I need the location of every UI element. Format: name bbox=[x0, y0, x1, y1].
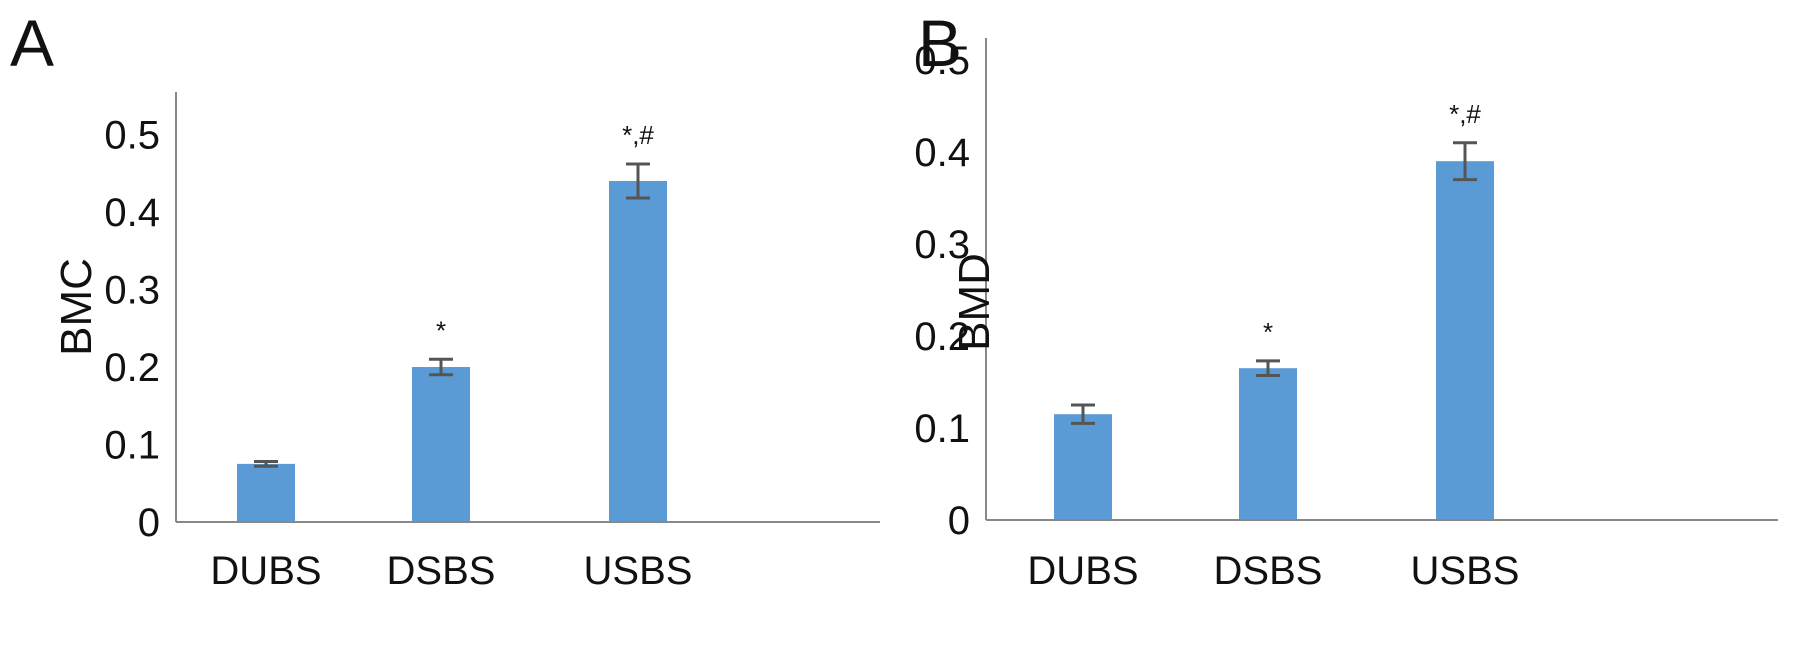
panel-label: A bbox=[10, 6, 55, 80]
bar-usbs bbox=[1436, 161, 1494, 520]
error-bar-dubs bbox=[1071, 403, 1095, 425]
error-bar-usbs bbox=[626, 162, 650, 200]
x-tick-label: DSBS bbox=[387, 549, 496, 593]
x-tick-label: DUBS bbox=[210, 549, 321, 593]
y-tick-label: 0.2 bbox=[914, 315, 970, 359]
error-bar-usbs bbox=[1453, 141, 1477, 182]
error-bar-dsbs bbox=[429, 357, 453, 377]
y-tick-label: 0.2 bbox=[104, 346, 160, 390]
y-axis-label: BMD bbox=[949, 253, 999, 351]
y-tick-label: 0.3 bbox=[104, 269, 160, 313]
y-tick-label: 0.4 bbox=[104, 191, 160, 235]
bar-dubs bbox=[1054, 414, 1112, 520]
bar-dubs bbox=[237, 463, 295, 522]
y-tick-label: 0 bbox=[948, 499, 970, 543]
y-tick-label: 0.3 bbox=[914, 223, 970, 267]
panel-label: B bbox=[918, 6, 963, 80]
x-tick-label: USBS bbox=[584, 549, 693, 593]
y-tick-label: 0 bbox=[138, 501, 160, 545]
significance-annotation: * bbox=[436, 315, 446, 345]
error-bar-dubs bbox=[254, 460, 278, 468]
bar-dsbs bbox=[1239, 368, 1297, 520]
y-tick-label: 0.5 bbox=[914, 39, 970, 83]
y-tick-label: 0.5 bbox=[104, 114, 160, 158]
significance-annotation: *,# bbox=[622, 120, 654, 150]
bar-chart-bmd: 0 0.1 0.2 0.3 0.4 0.5 DUBS * DSBS *,# USBS bbox=[914, 38, 1778, 593]
y-axis-label: BMC bbox=[51, 258, 101, 356]
significance-annotation: * bbox=[1263, 317, 1273, 347]
significance-annotation: *,# bbox=[1449, 99, 1481, 129]
bar-dsbs bbox=[412, 367, 470, 522]
x-tick-label: DUBS bbox=[1027, 549, 1138, 593]
chart-panel-a: 0 0.1 0.2 0.3 0.4 0.5 DUBS * DSBS *,# USBS A BMC bbox=[0, 0, 897, 672]
x-tick-label: USBS bbox=[1411, 549, 1520, 593]
bar-usbs bbox=[609, 181, 667, 522]
y-tick-label: 0.4 bbox=[914, 131, 970, 175]
y-tick-label: 0.1 bbox=[914, 407, 970, 451]
x-tick-label: DSBS bbox=[1214, 549, 1323, 593]
chart-panel-b: 0 0.1 0.2 0.3 0.4 0.5 DUBS * DSBS *,# USBS B BMD bbox=[898, 0, 1795, 672]
y-tick-label: 0.1 bbox=[104, 424, 160, 468]
bar-chart-bmc: 0 0.1 0.2 0.3 0.4 0.5 DUBS * DSBS *,# USBS bbox=[104, 92, 880, 593]
error-bar-dsbs bbox=[1256, 359, 1280, 378]
